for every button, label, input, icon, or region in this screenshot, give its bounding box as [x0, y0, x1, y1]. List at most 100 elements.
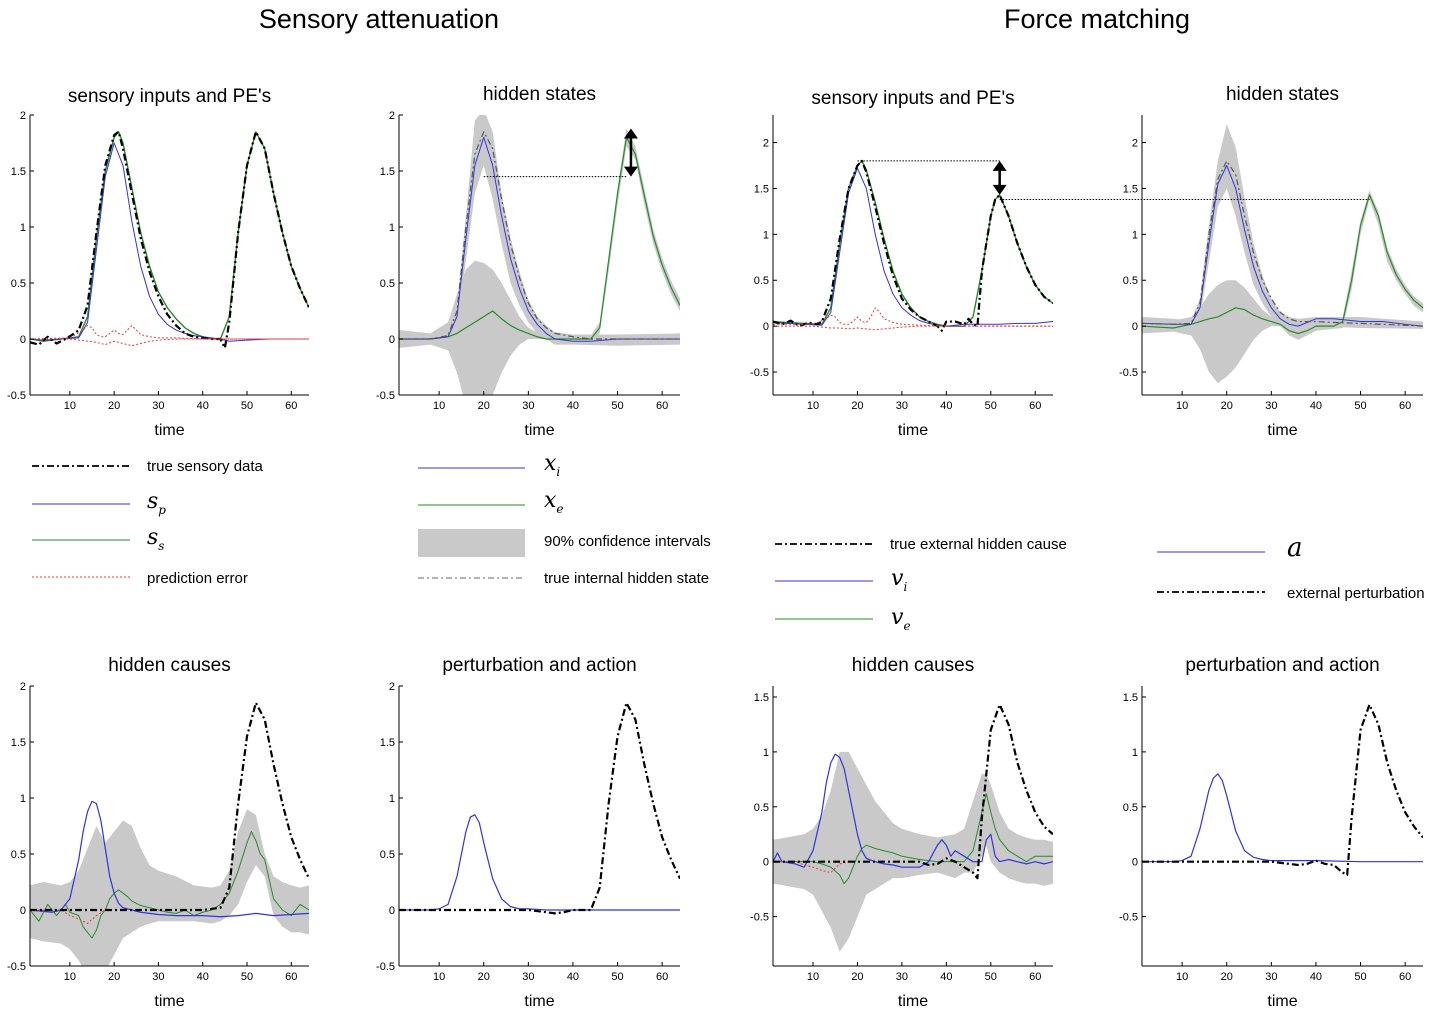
- x-tick-label: 20: [1221, 400, 1233, 412]
- plot-area: [30, 130, 309, 350]
- x-axis-label: time: [524, 422, 554, 439]
- y-tick-label: 2: [20, 110, 26, 122]
- y-tick-label: 0.5: [754, 802, 769, 814]
- x-tick-label: 40: [940, 971, 952, 983]
- y-tick-label: 0: [20, 334, 26, 346]
- y-tick-label: 1: [389, 222, 395, 234]
- plot-area: [1142, 703, 1423, 876]
- series-line: [773, 703, 1053, 880]
- y-tick-label: 2: [763, 138, 769, 150]
- x-tick-label: 40: [567, 400, 579, 412]
- y-tick-label: -0.5: [750, 367, 769, 379]
- x-tick-label: 40: [940, 400, 952, 412]
- y-tick-label: 1.5: [11, 166, 26, 178]
- x-axis-label: time: [898, 422, 928, 439]
- x-tick-label: 50: [1354, 971, 1366, 983]
- series-line: [30, 325, 309, 340]
- series-line: [773, 160, 1053, 327]
- y-tick-label: 0.5: [11, 278, 26, 290]
- y-tick-label: -0.5: [376, 390, 395, 402]
- series-line: [773, 307, 1053, 327]
- series-line: [773, 793, 1053, 885]
- plot-area: [773, 703, 1053, 952]
- legend-label-true-internal: true internal hidden state: [544, 570, 709, 587]
- x-tick-label: 30: [896, 400, 908, 412]
- series-line: [1142, 164, 1423, 327]
- x-tick-label: 60: [1399, 400, 1411, 412]
- y-tick-label: 1: [1132, 229, 1138, 241]
- legend-patch-confidence: [418, 529, 525, 557]
- y-tick-label: 0.5: [11, 849, 26, 861]
- x-tick-label: 50: [985, 971, 997, 983]
- x-tick-label: 40: [197, 400, 209, 412]
- x-axis-label: time: [154, 422, 184, 439]
- y-tick-label: 0.5: [380, 278, 395, 290]
- x-tick-label: 30: [1265, 400, 1277, 412]
- x-tick-label: 10: [1176, 400, 1188, 412]
- series-line: [30, 800, 309, 918]
- y-tick-label: 0: [763, 857, 769, 869]
- series-line: [1142, 160, 1423, 327]
- y-tick-label: 0: [763, 321, 769, 333]
- x-tick-label: 20: [108, 971, 120, 983]
- x-tick-label: 10: [807, 971, 819, 983]
- y-tick-label: 2: [389, 681, 395, 693]
- x-tick-label: 50: [241, 400, 253, 412]
- series-line: [1142, 773, 1423, 863]
- x-tick-label: 30: [152, 971, 164, 983]
- series-line: [399, 136, 680, 340]
- y-tick-label: 1: [20, 793, 26, 805]
- x-axis-label: time: [524, 993, 554, 1010]
- x-tick-label: 30: [896, 971, 908, 983]
- x-tick-label: 60: [656, 971, 668, 983]
- legend-symbol-ss: ss: [147, 525, 164, 553]
- x-tick-label: 60: [1029, 400, 1041, 412]
- x-tick-label: 10: [807, 400, 819, 412]
- plot-area: [1142, 124, 1423, 384]
- series-line: [399, 131, 680, 340]
- y-tick-label: 1.5: [1123, 183, 1138, 195]
- legend-label-true-external: true external hidden cause: [890, 536, 1067, 553]
- x-tick-label: 20: [478, 400, 490, 412]
- x-tick-label: 50: [985, 400, 997, 412]
- plot-area: [773, 159, 1053, 332]
- series-line: [1142, 194, 1423, 335]
- x-tick-label: 20: [851, 400, 863, 412]
- x-tick-label: 60: [656, 400, 668, 412]
- series-line: [30, 831, 309, 939]
- legend-hidden-states: xi xe 90% confidence intervals true inte…: [418, 451, 711, 587]
- series-line: [30, 130, 309, 350]
- chart-fm-sensory: 10 20 30 40 50 60 -0.5 0 0.5 1 1.5 2 sensory inputs …: [750, 88, 1053, 439]
- y-tick-label: 0.5: [380, 849, 395, 861]
- series-line: [399, 701, 680, 915]
- chart-fm-perturbation: 10 20 30 40 50 60 -0.5 0 0.5 1 1.5 perturbation and…: [1119, 655, 1423, 1010]
- y-tick-label: 2: [389, 110, 395, 122]
- x-tick-label: 40: [197, 971, 209, 983]
- chart-title: perturbation and action: [442, 655, 636, 676]
- y-tick-label: 1.5: [1123, 692, 1138, 704]
- x-tick-label: 60: [285, 400, 297, 412]
- y-tick-label: 0: [389, 905, 395, 917]
- x-tick-label: 60: [1399, 971, 1411, 983]
- legend-sensory: true sensory data sp ss prediction error: [32, 458, 264, 587]
- y-tick-label: 1: [763, 229, 769, 241]
- legend-symbol-xi: xi: [544, 451, 560, 479]
- section-title-force-matching: Force matching: [1004, 4, 1190, 34]
- chart-sa-hidden-states: 10 20 30 40 50 60 -0.5 0 0.5 1 1.5 2 hidden states ti…: [376, 84, 680, 439]
- series-line: [773, 325, 1053, 331]
- annotations: [483, 128, 1370, 200]
- series-line: [773, 167, 1053, 327]
- y-tick-label: 0.5: [754, 275, 769, 287]
- y-tick-label: 0: [1132, 321, 1138, 333]
- x-tick-label: 50: [611, 400, 623, 412]
- confidence-band: [399, 146, 680, 395]
- series-line: [399, 136, 680, 342]
- x-tick-label: 30: [1265, 971, 1277, 983]
- y-tick-label: -0.5: [7, 390, 26, 402]
- chart-title: sensory inputs and PE's: [68, 86, 271, 107]
- x-axis-label: time: [154, 993, 184, 1010]
- confidence-band: [399, 115, 680, 348]
- confidence-band: [399, 128, 680, 395]
- legend-symbol-vi: vi: [891, 566, 907, 594]
- series-line: [30, 142, 309, 342]
